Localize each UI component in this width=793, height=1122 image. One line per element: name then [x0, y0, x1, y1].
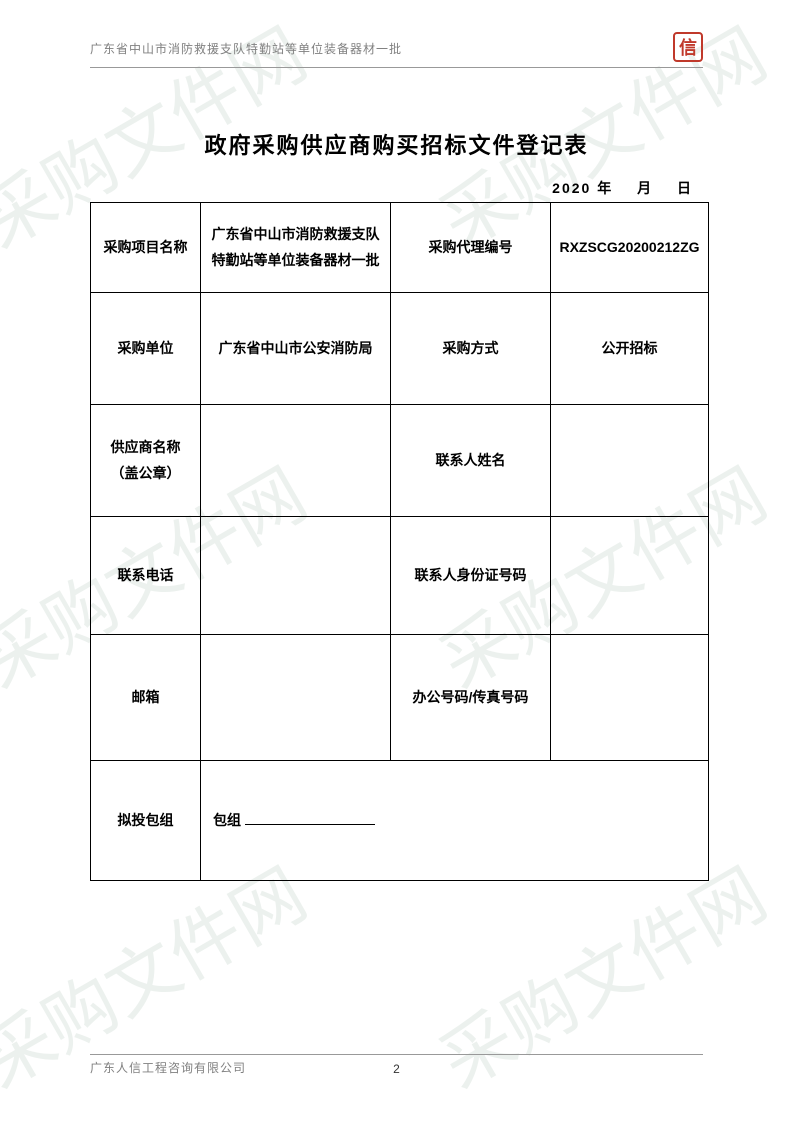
cell-unit-label: 采购单位 [91, 293, 201, 405]
date-year: 2020 年 [552, 180, 613, 196]
cell-package-value: 包组 [201, 761, 709, 881]
cell-contact-name-value [551, 405, 709, 517]
page-number: 2 [0, 1062, 793, 1076]
package-prefix: 包组 [213, 812, 241, 828]
cell-fax-value [551, 635, 709, 761]
header-title: 广东省中山市消防救援支队特勤站等单位装备器材一批 [90, 42, 402, 56]
cell-unit-value: 广东省中山市公安消防局 [201, 293, 391, 405]
registration-table: 采购项目名称 广东省中山市消防救援支队特勤站等单位装备器材一批 采购代理编号 R… [90, 202, 709, 881]
cell-contact-name-label: 联系人姓名 [391, 405, 551, 517]
cell-id-label: 联系人身份证号码 [391, 517, 551, 635]
cell-method-label: 采购方式 [391, 293, 551, 405]
cell-email-label: 邮箱 [91, 635, 201, 761]
cell-package-label: 拟投包组 [91, 761, 201, 881]
cell-phone-value [201, 517, 391, 635]
cell-project-name-value: 广东省中山市消防救援支队特勤站等单位装备器材一批 [201, 203, 391, 293]
document-title: 政府采购供应商购买招标文件登记表 [90, 128, 703, 160]
date-line: 2020 年 月 日 [90, 178, 703, 198]
cell-supplier-value [201, 405, 391, 517]
cell-id-value [551, 517, 709, 635]
package-blank-line [245, 824, 375, 825]
cell-agent-code-label: 采购代理编号 [391, 203, 551, 293]
cell-supplier-label: 供应商名称（盖公章） [91, 405, 201, 517]
cell-email-value [201, 635, 391, 761]
page: 广东省中山市消防救援支队特勤站等单位装备器材一批 信 政府采购供应商购买招标文件… [0, 0, 793, 1122]
page-header: 广东省中山市消防救援支队特勤站等单位装备器材一批 信 [90, 40, 703, 68]
cell-agent-code-value: RXZSCG20200212ZG [551, 203, 709, 293]
cell-project-name-label: 采购项目名称 [91, 203, 201, 293]
seal-icon: 信 [673, 32, 703, 62]
cell-method-value: 公开招标 [551, 293, 709, 405]
cell-phone-label: 联系电话 [91, 517, 201, 635]
date-month: 月 [637, 180, 653, 196]
date-day: 日 [677, 180, 693, 196]
cell-fax-label: 办公号码/传真号码 [391, 635, 551, 761]
